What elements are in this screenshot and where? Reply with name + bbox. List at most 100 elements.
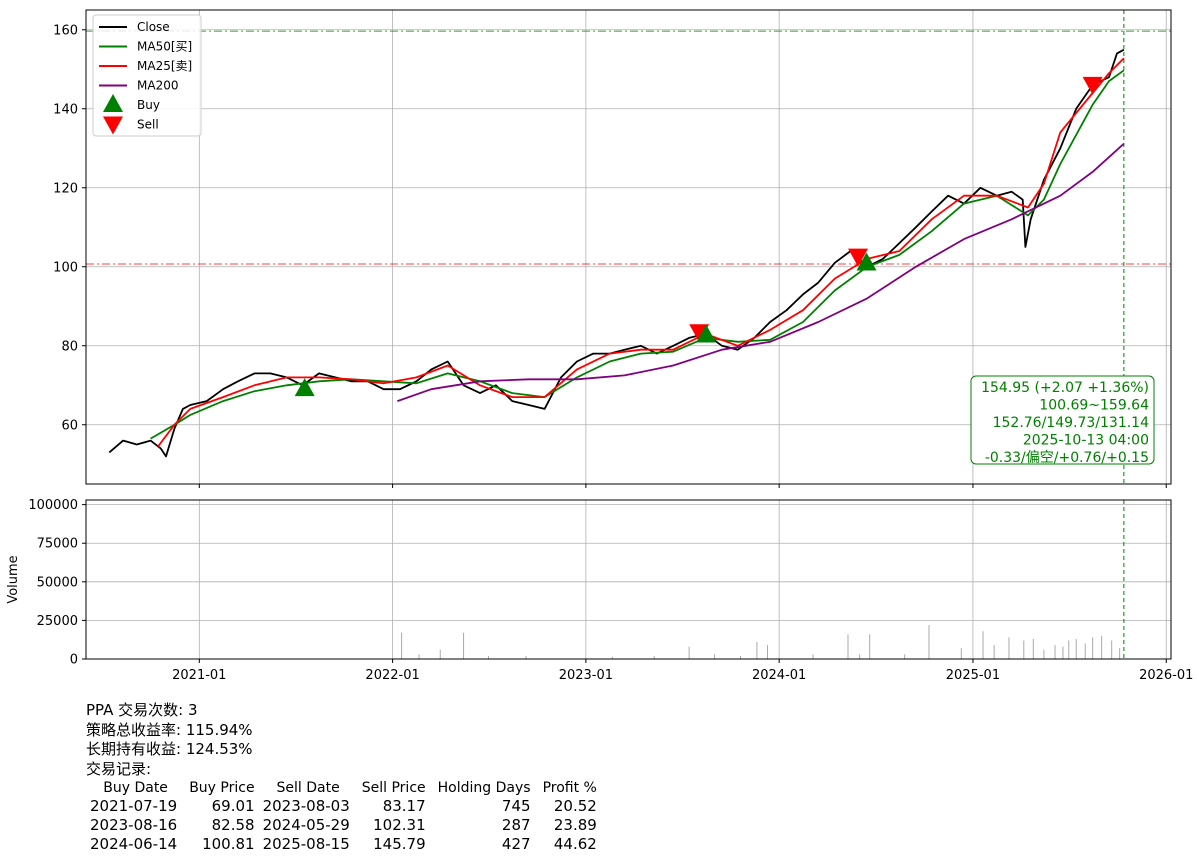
buy-price-cell: 100.81 <box>202 835 255 853</box>
header-sell-price: Sell Price <box>361 780 426 796</box>
volume-bar <box>869 634 871 659</box>
volume-bar <box>611 656 613 659</box>
price-y-tick-label: 60 <box>61 418 78 433</box>
strategy-summary: PPA 交易次数: 3 策略总收益率: 115.94% 长期持有收益: 124.… <box>86 701 1186 779</box>
volume-bar <box>525 655 527 659</box>
table-row: 2023-08-16 82.58 2024-05-29 102.31 287 2… <box>86 816 601 835</box>
price-y-tick-label: 120 <box>53 181 78 196</box>
buy-date-cell: 2024-06-14 <box>90 835 178 853</box>
volume-axes-frame <box>85 499 1172 660</box>
x-tick-label: 2026-01 <box>1139 668 1193 683</box>
info-box-line: -0.33/偏空/+0.76/+0.15 <box>985 450 1149 466</box>
volume-bar <box>859 654 861 659</box>
volume-y-tick-label: 75000 <box>37 537 78 552</box>
price-y-tick-label: 140 <box>53 102 78 117</box>
header-buy-price: Buy Price <box>189 780 255 796</box>
volume-bar <box>928 625 930 659</box>
info-box-line: 2025-10-13 04:00 <box>1023 433 1149 449</box>
price-y-tick-label: 80 <box>61 339 78 354</box>
profit-cell: 23.89 <box>553 816 597 834</box>
volume-y-tick-label: 50000 <box>37 575 78 590</box>
legend-box <box>92 14 202 137</box>
volume-bar <box>847 634 849 659</box>
holding-days-cell: 745 <box>501 797 531 815</box>
table-row: 2021-07-19 69.01 2023-08-03 83.17 745 20… <box>86 797 601 816</box>
volume-bar <box>714 654 716 659</box>
volume-bar <box>1092 637 1094 659</box>
header-buy-date: Buy Date <box>103 780 168 796</box>
buy-date-cell: 2023-08-16 <box>90 816 178 834</box>
volume-bar <box>982 631 984 659</box>
ma25-line <box>157 57 1125 448</box>
profit-cell: 44.62 <box>553 835 597 853</box>
buy-hold-return-text: 长期持有收益: 124.53% <box>86 740 253 758</box>
volume-bar <box>418 654 420 659</box>
buy-marker <box>294 378 315 397</box>
buy-marker <box>856 252 877 271</box>
volume-bar <box>1054 645 1056 659</box>
volume-bar <box>688 646 690 659</box>
volume-bar <box>960 648 962 659</box>
total-return-text: 策略总收益率: 115.94% <box>86 720 253 739</box>
sell-marker <box>848 248 869 267</box>
table-row: 2024-06-14 100.81 2025-08-15 145.79 427 … <box>86 835 601 854</box>
trade-record-heading: 交易记录: <box>86 759 152 778</box>
volume-bar <box>904 654 906 659</box>
volume-bar <box>1008 637 1010 659</box>
sell-marker <box>1082 76 1103 95</box>
buy-price-cell: 82.58 <box>211 816 255 834</box>
volume-bar <box>1084 643 1086 659</box>
legend-swatch <box>103 94 123 112</box>
volume-bar <box>463 632 465 659</box>
holding-days-cell: 427 <box>501 835 531 853</box>
x-tick-label: 2023-01 <box>559 668 613 683</box>
volume-bar <box>1075 638 1077 659</box>
price-y-tick-label: 160 <box>53 23 78 38</box>
info-box-line: 152.76/149.73/131.14 <box>993 415 1149 431</box>
trade-table: Buy Date Buy Price Sell Date Sell Price … <box>86 779 601 854</box>
volume-bar <box>1101 635 1103 659</box>
price-axes-frame <box>85 9 1172 485</box>
trade-table-header: Buy Date Buy Price Sell Date Sell Price … <box>86 779 601 797</box>
sell-price-cell: 145.79 <box>373 835 426 853</box>
volume-bar <box>653 655 655 659</box>
volume-bar <box>812 654 814 659</box>
figure: 60 80 100 120 140 160 154.95 (+2.07 +1.36%) 100… <box>6 9 1193 683</box>
volume-bar <box>756 642 758 659</box>
volume-y-tick-label: 100000 <box>28 498 78 513</box>
sell-date-cell: 2023-08-03 <box>262 797 350 815</box>
x-tick-label: 2021-01 <box>172 668 226 683</box>
info-box-line: 100.69~159.64 <box>1039 398 1149 414</box>
volume-bar <box>401 632 403 659</box>
sell-date-cell: 2024-05-29 <box>262 816 350 834</box>
volume-bar <box>1068 640 1070 659</box>
trade-count-text: PPA 交易次数: 3 <box>86 701 198 719</box>
legend-label: MA200 <box>137 79 178 93</box>
header-sell-date: Sell Date <box>276 780 340 796</box>
header-profit: Profit % <box>542 780 597 796</box>
close-line <box>108 48 1125 458</box>
sell-date-cell: 2025-08-15 <box>262 835 350 853</box>
volume-y-tick-label: 25000 <box>37 614 78 629</box>
profit-cell: 20.52 <box>553 797 597 815</box>
volume-bar <box>1062 646 1064 659</box>
price-y-tick-label: 100 <box>53 260 78 275</box>
volume-bar <box>487 655 489 659</box>
price-panel: 60 80 100 120 140 160 154.95 (+2.07 +1.36%) 100… <box>53 9 1172 488</box>
volume-bar <box>1043 649 1045 659</box>
info-box-line: 154.95 (+2.07 +1.36%) <box>981 380 1149 396</box>
legend-label: MA50[买] <box>137 40 192 54</box>
volume-bar <box>1023 640 1025 659</box>
header-holding-days: Holding Days <box>437 780 531 796</box>
volume-bar <box>1111 640 1113 659</box>
volume-bar <box>767 645 769 659</box>
legend-swatch <box>103 116 123 135</box>
buy-price-cell: 69.01 <box>211 797 255 815</box>
volume-y-tick-label: 0 <box>70 653 78 668</box>
volume-bar <box>739 655 741 659</box>
volume-bar <box>1119 648 1121 659</box>
volume-bar <box>993 645 995 659</box>
holding-days-cell: 287 <box>501 816 531 834</box>
volume-panel: 0 25000 50000 75000 100000 2021-01 2022-01 2023… <box>6 498 1193 683</box>
legend-label: Buy <box>137 98 160 112</box>
